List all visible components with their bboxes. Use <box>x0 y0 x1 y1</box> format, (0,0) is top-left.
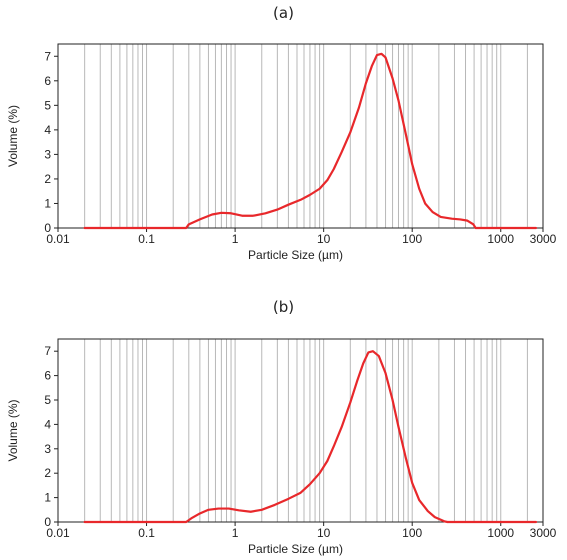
chart-0-xtick-label-6: 3000 <box>530 232 557 246</box>
chart-1-ytick-label-7: 7 <box>44 344 51 358</box>
chart-1-y-axis-label: Volume (%) <box>6 399 20 461</box>
chart-0-xtick-label-1: 0.1 <box>138 232 155 246</box>
chart-0-xtick-label-0: 0.01 <box>46 232 70 246</box>
chart-1-panel-label: (b) <box>273 298 294 316</box>
chart-1-ytick-label-1: 1 <box>44 491 51 505</box>
chart-0-ytick-label-6: 6 <box>44 74 51 88</box>
chart-0-ytick-label-5: 5 <box>44 98 51 112</box>
chart-0-ytick-label-4: 4 <box>44 123 51 137</box>
chart-0-ytick-label-0: 0 <box>44 221 51 235</box>
chart-1-ytick-label-0: 0 <box>44 515 51 529</box>
chart-1-ytick-label-6: 6 <box>44 369 51 383</box>
chart-1-grid <box>84 339 528 522</box>
chart-1-xtick-label-6: 3000 <box>530 526 557 540</box>
chart-0-ytick-label-7: 7 <box>44 49 51 63</box>
chart-0-xtick-label-2: 1 <box>232 232 239 246</box>
chart-0-panel-label: (a) <box>273 4 294 22</box>
chart-1-x-axis-label: Particle Size (µm) <box>248 542 343 556</box>
chart-1-group: (b) 0 1 2 3 4 5 6 7 0.01 0.1 1 10 100 1000 3000 Particle… <box>6 298 557 556</box>
chart-1-xtick-label-2: 1 <box>232 526 239 540</box>
chart-1-ytick-label-4: 4 <box>44 417 51 431</box>
chart-1-xtick-label-4: 100 <box>402 526 422 540</box>
chart-0-ytick-label-1: 1 <box>44 196 51 210</box>
chart-0-ytick-label-2: 2 <box>44 172 51 186</box>
chart-0-xtick-label-3: 10 <box>317 232 331 246</box>
chart-0-grid <box>84 44 528 228</box>
chart-0-group: (a) 0 1 2 3 4 5 6 7 0.01 0.1 1 10 100 1000 3000 Particle… <box>6 4 557 262</box>
chart-0-xtick-label-5: 1000 <box>487 232 514 246</box>
chart-1-xtick-label-3: 10 <box>317 526 331 540</box>
chart-1-xtick-label-5: 1000 <box>487 526 514 540</box>
chart-1-ytick-label-2: 2 <box>44 466 51 480</box>
chart-1-xtick-label-0: 0.01 <box>46 526 70 540</box>
chart-0-ytick-label-3: 3 <box>44 147 51 161</box>
chart-0-plot-frame <box>57 43 544 229</box>
chart-1-plot-frame <box>57 338 544 523</box>
chart-0-y-axis-label: Volume (%) <box>6 105 20 167</box>
chart-0-xtick-label-4: 100 <box>402 232 422 246</box>
chart-0-series-0-line <box>83 52 538 230</box>
chart-0-x-axis-label: Particle Size (µm) <box>248 248 343 262</box>
chart-1-ytick-label-5: 5 <box>44 393 51 407</box>
chart-1-ytick-label-3: 3 <box>44 442 51 456</box>
chart-1-series-0-line <box>83 350 538 524</box>
chart-1-xtick-label-1: 0.1 <box>138 526 155 540</box>
